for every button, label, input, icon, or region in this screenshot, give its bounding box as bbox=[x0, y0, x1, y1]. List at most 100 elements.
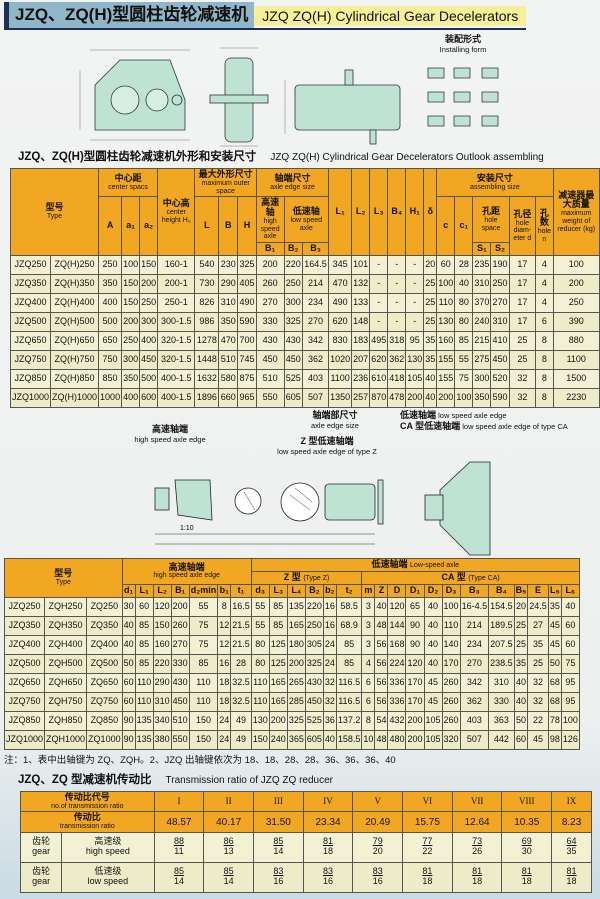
table-cell: 270 bbox=[459, 653, 490, 674]
gear-fraction: 83 16 bbox=[323, 867, 333, 887]
label: Z 型 (Type Z) bbox=[250, 570, 363, 585]
table-cell: 50 bbox=[121, 653, 136, 674]
table-cell: 310 bbox=[472, 274, 492, 294]
table-cell: 3 bbox=[361, 634, 376, 655]
table-cell: 320-1.5 bbox=[157, 350, 196, 370]
table-cell: 500 bbox=[98, 312, 123, 332]
label: 孔距 hole space bbox=[472, 196, 510, 244]
table-cell: 220 bbox=[304, 596, 324, 617]
column-header: L₅ bbox=[547, 583, 562, 598]
table-cell: 28 bbox=[454, 255, 474, 275]
table-cell: 478 bbox=[387, 388, 407, 408]
table-cell: 214 bbox=[459, 615, 490, 636]
label: L₃ bbox=[369, 168, 389, 256]
table-cell: 80 bbox=[454, 312, 474, 332]
table-cell: 30 bbox=[121, 596, 136, 617]
table-cell: 200 bbox=[255, 255, 285, 275]
table-cell: 32.5 bbox=[230, 691, 252, 712]
table-cell: ZQ(H)500 bbox=[50, 312, 100, 332]
table-cell: 605 bbox=[304, 729, 324, 750]
table-cell: 510 bbox=[255, 369, 285, 389]
table-cell: 17 bbox=[508, 255, 537, 275]
table-cell: 32 bbox=[527, 672, 549, 693]
label: 低速轴端 bbox=[400, 410, 437, 420]
table-cell: 363 bbox=[488, 710, 515, 731]
table-cell: - bbox=[369, 312, 389, 332]
table-cell: 6 bbox=[535, 312, 554, 332]
table-row: JZQ650 ZQ(H)650 650 250 400 320-1.5 1278 470 700… bbox=[9, 331, 600, 351]
table-cell: 45 bbox=[527, 729, 549, 750]
label: high speed bbox=[85, 846, 130, 857]
label: low speed axle edge of type CA bbox=[462, 422, 568, 431]
column-header: b₁ bbox=[217, 583, 232, 598]
table-cell: 27 bbox=[527, 615, 549, 636]
table-cell: 270 bbox=[170, 634, 190, 655]
table-cell: ZQ(H)400 bbox=[50, 293, 100, 313]
table-cell: 32.5 bbox=[230, 672, 252, 693]
label: B₁ B₂ B₃ S₁ S₂ bbox=[11, 242, 600, 256]
ratio-code: I bbox=[153, 790, 205, 813]
table-cell: 1350 bbox=[328, 388, 353, 408]
table-cell: 18 bbox=[217, 672, 232, 693]
ratio-code: VII bbox=[451, 790, 503, 813]
denominator: 16 bbox=[273, 876, 284, 887]
table-cell: 380 bbox=[152, 729, 172, 750]
table-cell: 525 bbox=[283, 369, 303, 389]
table-cell: 510 bbox=[170, 710, 190, 731]
table-cell: 110 bbox=[134, 672, 154, 693]
column-header: t₁ bbox=[230, 583, 252, 598]
table-cell: 40 bbox=[423, 653, 443, 674]
denominator: 22 bbox=[422, 846, 433, 857]
table-row: JZQ750 ZQ(H)750 750 300 450 320-1.5 1448 510 745… bbox=[9, 350, 600, 370]
label: 低速轴端 low speed axle edge bbox=[400, 410, 595, 421]
table-cell: 55 bbox=[250, 596, 270, 617]
table-cell: JZQ500 bbox=[9, 312, 52, 332]
table-cell: 345 bbox=[328, 255, 353, 275]
table-cell: 158.5 bbox=[335, 729, 363, 750]
table-cell: 986 bbox=[194, 312, 220, 332]
label: 高速轴端 bbox=[151, 424, 188, 434]
table-cell: 32 bbox=[508, 369, 537, 389]
table-cell: 25 bbox=[508, 350, 537, 370]
table-cell: 520 bbox=[490, 369, 510, 389]
table-cell: 78 bbox=[547, 710, 562, 731]
table-cell: 8 bbox=[535, 369, 554, 389]
column-header: b₂ bbox=[322, 583, 337, 598]
table-cell: 24 bbox=[322, 634, 337, 655]
label: B₄ bbox=[387, 168, 407, 256]
outlook-title: JZQ、ZQ(H)型圆柱齿轮减速机外形和安装尺寸 JZQ ZQ(H) Cylind… bbox=[18, 150, 600, 165]
table-cell: 155 bbox=[436, 369, 456, 389]
table-cell: 325 bbox=[304, 653, 324, 674]
table-cell: 35 bbox=[423, 350, 438, 370]
column-header: B₅ bbox=[513, 583, 529, 598]
gear-fraction: 79 20 bbox=[373, 837, 383, 857]
ratio-value: 12.64 bbox=[451, 811, 503, 833]
label: low speed axle edge of type Z bbox=[277, 447, 377, 456]
table-cell: 60 bbox=[513, 729, 529, 750]
label: A bbox=[98, 196, 123, 256]
table-cell: 160-1 bbox=[157, 255, 196, 275]
table-row: JZQ1000 ZQH1000 ZQ1000 90 135 380 550 150 24 49 15… bbox=[3, 729, 580, 750]
table-cell: 16-4.5 bbox=[459, 596, 490, 617]
table-cell: 340 bbox=[152, 710, 172, 731]
label: 最大外形尺寸 maximum outer space bbox=[194, 167, 257, 198]
label: c₁ bbox=[454, 196, 474, 256]
denominator: 18 bbox=[521, 876, 532, 887]
table-row: JZQ750 ZQH750 ZQ750 60 110 310 450 110 18 32.5 110… bbox=[3, 691, 580, 712]
axle-edge-drawings: 1:10 bbox=[154, 461, 491, 556]
gear-fraction: 77 22 bbox=[422, 837, 432, 857]
table-cell: 850 bbox=[98, 369, 123, 389]
table-cell: 6 bbox=[361, 691, 376, 712]
label: 高速级 bbox=[94, 836, 122, 847]
high-speed-gear: 88 11 bbox=[153, 831, 205, 863]
label: 齿轮 bbox=[32, 836, 51, 847]
table-row: JZQ400 ZQH400 ZQ400 40 85 160 270 75 12 21.5 80 125… bbox=[3, 634, 580, 655]
label: (Type CA) bbox=[468, 574, 500, 582]
table-cell: 480 bbox=[387, 729, 407, 750]
table-cell: 318 bbox=[387, 331, 407, 351]
label: L bbox=[194, 196, 220, 256]
column-header: D₁ bbox=[405, 583, 425, 598]
table-cell: 310 bbox=[488, 672, 515, 693]
table-cell: 60 bbox=[134, 596, 154, 617]
table-cell: 56 bbox=[374, 672, 389, 693]
